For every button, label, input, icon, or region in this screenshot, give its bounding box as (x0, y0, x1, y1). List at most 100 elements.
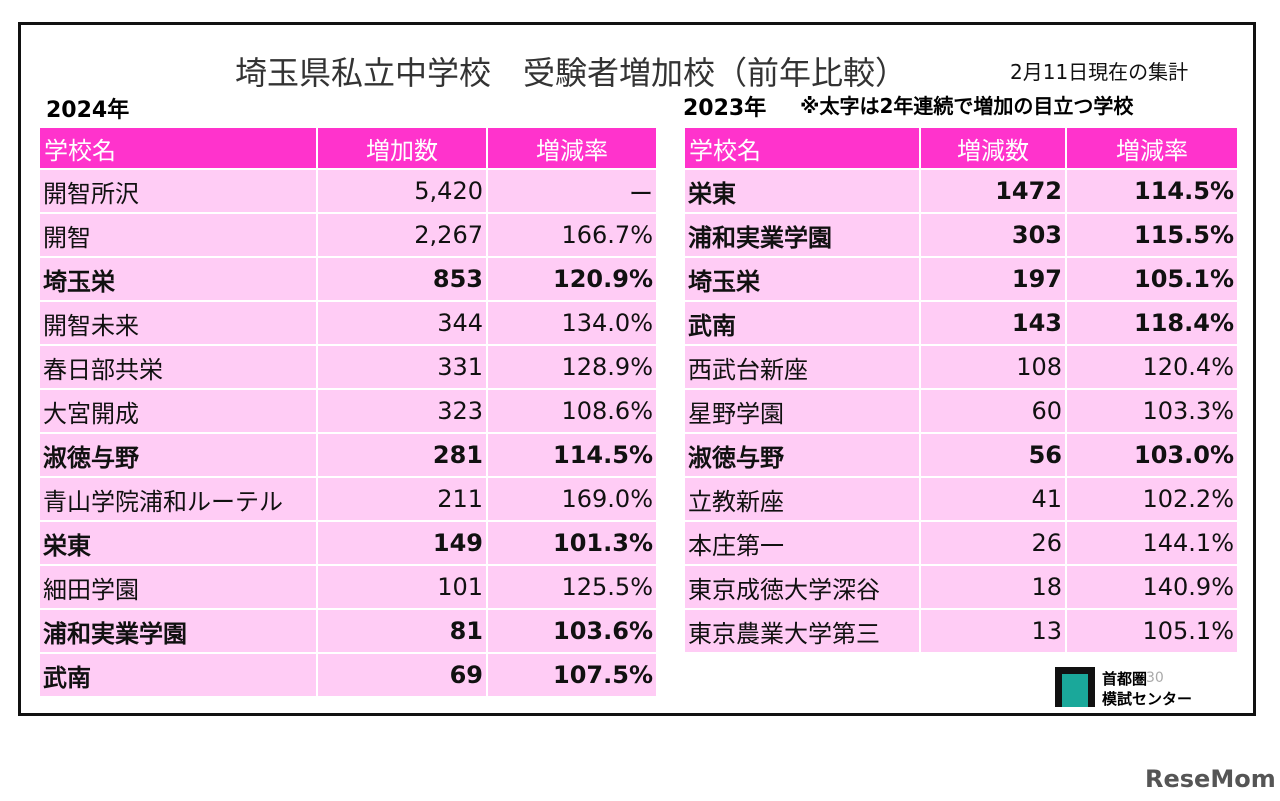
cell: 26 (921, 522, 1065, 564)
cell: 118.4% (1067, 302, 1237, 344)
row: 栄東 149 101.3% (40, 522, 656, 564)
cell: 栄東 (685, 170, 919, 212)
cell: 108.6% (488, 390, 656, 432)
cell: 140.9% (1067, 566, 1237, 608)
row: 東京成徳大学深谷 18 140.9% (685, 566, 1237, 608)
cell: 281 (318, 434, 486, 476)
date-note: 2月11日現在の集計 (1010, 60, 1189, 84)
cell: 立教新座 (685, 478, 919, 520)
cell: 103.3% (1067, 390, 1237, 432)
cell: 114.5% (1067, 170, 1237, 212)
header-row: 学校名 増減数 増減率 (685, 128, 1237, 168)
row: 大宮開成 323 108.6% (40, 390, 656, 432)
row: 埼玉栄 853 120.9% (40, 258, 656, 300)
cell: 浦和実業学園 (685, 214, 919, 256)
cell: 211 (318, 478, 486, 520)
row: 開智 2,267 166.7% (40, 214, 656, 256)
row: 開智所沢 5,420 ー (40, 170, 656, 212)
row: 埼玉栄 197 105.1% (685, 258, 1237, 300)
watermark: ReseMom (1145, 765, 1276, 793)
logo-text: 模試センター (1102, 690, 1193, 708)
cell: 武南 (40, 654, 316, 696)
logo-badge: 30 (1146, 670, 1164, 686)
cell: 853 (318, 258, 486, 300)
frame (18, 22, 1256, 716)
cell: 134.0% (488, 302, 656, 344)
row: 星野学園 60 103.3% (685, 390, 1237, 432)
cell: 開智所沢 (40, 170, 316, 212)
cell: 大宮開成 (40, 390, 316, 432)
row: 青山学院浦和ルーテル 211 169.0% (40, 478, 656, 520)
logo-mark (1062, 674, 1088, 707)
row: 細田学園 101 125.5% (40, 566, 656, 608)
cell: 5,420 (318, 170, 486, 212)
row: 栄東 1472 114.5% (685, 170, 1237, 212)
cell: 青山学院浦和ルーテル (40, 478, 316, 520)
cell: 開智 (40, 214, 316, 256)
cell: 81 (318, 610, 486, 652)
row: 開智未来 344 134.0% (40, 302, 656, 344)
cell: 120.9% (488, 258, 656, 300)
header-cell: 学校名 (40, 128, 316, 168)
row: 淑徳与野 281 114.5% (40, 434, 656, 476)
cell: 春日部共栄 (40, 346, 316, 388)
note: ※太字は2年連続で増加の目立つ学校 (800, 94, 1134, 118)
cell: 144.1% (1067, 522, 1237, 564)
cell: 淑徳与野 (40, 434, 316, 476)
cell: 128.9% (488, 346, 656, 388)
cell: 101.3% (488, 522, 656, 564)
cell: 108 (921, 346, 1065, 388)
row: 武南 143 118.4% (685, 302, 1237, 344)
cell: 細田学園 (40, 566, 316, 608)
row: 本庄第一 26 144.1% (685, 522, 1237, 564)
cell: 埼玉栄 (40, 258, 316, 300)
cell: 浦和実業学園 (40, 610, 316, 652)
cell: 東京農業大学第三 (685, 610, 919, 652)
logo-text: 首都圏 (1102, 670, 1148, 688)
cell: 60 (921, 390, 1065, 432)
title: 埼玉県私立中学校 受験者増加校（前年比較） (235, 54, 908, 92)
cell: 169.0% (488, 478, 656, 520)
cell: 69 (318, 654, 486, 696)
row: 淑徳与野 56 103.0% (685, 434, 1237, 476)
cell: 323 (318, 390, 486, 432)
header-cell: 増減数 (921, 128, 1065, 168)
cell: 102.2% (1067, 478, 1237, 520)
row: 春日部共栄 331 128.9% (40, 346, 656, 388)
cell: 120.4% (1067, 346, 1237, 388)
cell: 331 (318, 346, 486, 388)
cell: 105.1% (1067, 258, 1237, 300)
cell: 114.5% (488, 434, 656, 476)
cell: 149 (318, 522, 486, 564)
cell: 103.0% (1067, 434, 1237, 476)
header-row: 学校名 増加数 増減率 (40, 128, 656, 168)
row: 立教新座 41 102.2% (685, 478, 1237, 520)
table: 学校名 増減数 増減率 栄東 1472 114.5% 浦和実業学園 303 115.5% 埼玉栄 1… (683, 126, 1239, 654)
cell: 143 (921, 302, 1065, 344)
cell: 344 (318, 302, 486, 344)
cell: ー (488, 170, 656, 212)
header-cell: 学校名 (685, 128, 919, 168)
header-cell: 増加数 (318, 128, 486, 168)
cell: 本庄第一 (685, 522, 919, 564)
cell: 13 (921, 610, 1065, 652)
header-cell: 増減率 (1067, 128, 1237, 168)
cell: 栄東 (40, 522, 316, 564)
cell: 103.6% (488, 610, 656, 652)
row: 武南 69 107.5% (40, 654, 656, 696)
row: 西武台新座 108 120.4% (685, 346, 1237, 388)
row: 東京農業大学第三 13 105.1% (685, 610, 1237, 652)
row: 浦和実業学園 81 103.6% (40, 610, 656, 652)
cell: 101 (318, 566, 486, 608)
cell: 開智未来 (40, 302, 316, 344)
cell: 303 (921, 214, 1065, 256)
cell: 東京成徳大学深谷 (685, 566, 919, 608)
cell: 41 (921, 478, 1065, 520)
cell: 166.7% (488, 214, 656, 256)
cell: 18 (921, 566, 1065, 608)
header-cell: 増減率 (488, 128, 656, 168)
cell: 2,267 (318, 214, 486, 256)
cell: 星野学園 (685, 390, 919, 432)
table-label: 2024年 (46, 98, 130, 123)
